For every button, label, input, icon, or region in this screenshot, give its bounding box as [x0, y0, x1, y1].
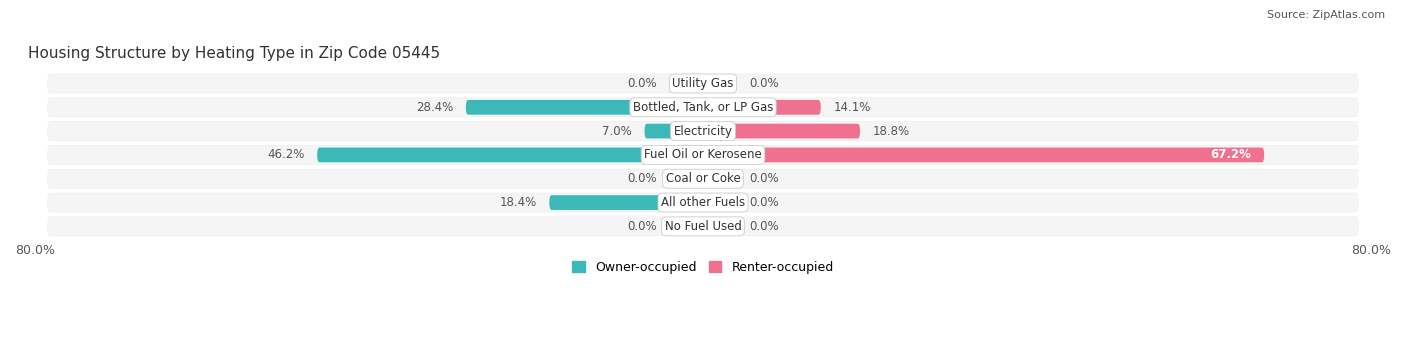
Text: No Fuel Used: No Fuel Used: [665, 220, 741, 233]
FancyBboxPatch shape: [48, 193, 1358, 212]
Text: Coal or Coke: Coal or Coke: [665, 172, 741, 185]
FancyBboxPatch shape: [48, 98, 1358, 117]
Text: 7.0%: 7.0%: [602, 124, 633, 138]
Text: 46.2%: 46.2%: [267, 148, 305, 161]
FancyBboxPatch shape: [703, 148, 1264, 162]
Text: Housing Structure by Heating Type in Zip Code 05445: Housing Structure by Heating Type in Zip…: [28, 46, 440, 61]
FancyBboxPatch shape: [48, 193, 1358, 212]
Text: Utility Gas: Utility Gas: [672, 77, 734, 90]
Text: All other Fuels: All other Fuels: [661, 196, 745, 209]
Text: Source: ZipAtlas.com: Source: ZipAtlas.com: [1267, 10, 1385, 20]
FancyBboxPatch shape: [48, 121, 1358, 141]
FancyBboxPatch shape: [48, 74, 1358, 93]
FancyBboxPatch shape: [550, 195, 703, 210]
FancyBboxPatch shape: [48, 146, 1358, 164]
FancyBboxPatch shape: [669, 76, 703, 91]
Text: 14.1%: 14.1%: [834, 101, 870, 114]
FancyBboxPatch shape: [48, 122, 1358, 140]
Text: 0.0%: 0.0%: [627, 77, 657, 90]
FancyBboxPatch shape: [703, 172, 737, 186]
FancyBboxPatch shape: [703, 100, 821, 115]
Text: Bottled, Tank, or LP Gas: Bottled, Tank, or LP Gas: [633, 101, 773, 114]
FancyBboxPatch shape: [669, 219, 703, 234]
FancyBboxPatch shape: [48, 145, 1358, 165]
FancyBboxPatch shape: [318, 148, 703, 162]
Text: 0.0%: 0.0%: [749, 220, 779, 233]
FancyBboxPatch shape: [703, 219, 737, 234]
Text: 18.4%: 18.4%: [499, 196, 537, 209]
FancyBboxPatch shape: [48, 74, 1358, 93]
Text: 67.2%: 67.2%: [1211, 148, 1251, 161]
Text: 0.0%: 0.0%: [749, 172, 779, 185]
Text: 0.0%: 0.0%: [627, 220, 657, 233]
Text: Fuel Oil or Kerosene: Fuel Oil or Kerosene: [644, 148, 762, 161]
Legend: Owner-occupied, Renter-occupied: Owner-occupied, Renter-occupied: [568, 256, 838, 279]
FancyBboxPatch shape: [669, 172, 703, 186]
FancyBboxPatch shape: [703, 195, 737, 210]
FancyBboxPatch shape: [48, 169, 1358, 189]
FancyBboxPatch shape: [703, 76, 737, 91]
FancyBboxPatch shape: [48, 217, 1358, 236]
Text: 0.0%: 0.0%: [749, 196, 779, 209]
Text: Electricity: Electricity: [673, 124, 733, 138]
Text: 0.0%: 0.0%: [749, 77, 779, 90]
Text: 0.0%: 0.0%: [627, 172, 657, 185]
FancyBboxPatch shape: [48, 98, 1358, 117]
Text: 28.4%: 28.4%: [416, 101, 453, 114]
FancyBboxPatch shape: [48, 169, 1358, 188]
FancyBboxPatch shape: [48, 217, 1358, 236]
Text: 18.8%: 18.8%: [873, 124, 910, 138]
FancyBboxPatch shape: [703, 124, 860, 138]
FancyBboxPatch shape: [465, 100, 703, 115]
FancyBboxPatch shape: [644, 124, 703, 138]
